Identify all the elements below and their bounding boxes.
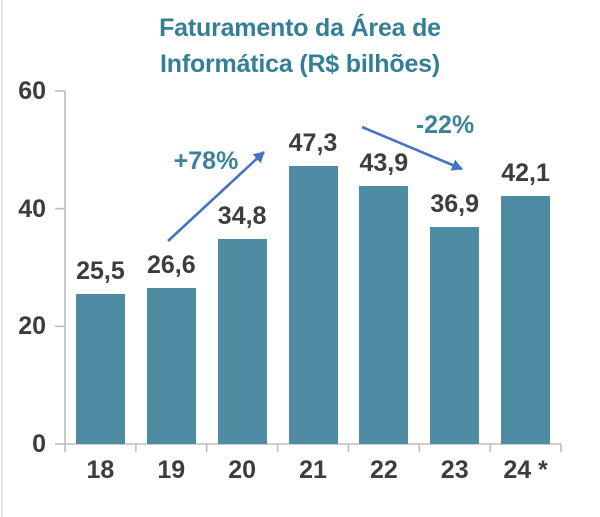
chart-bar [359,186,409,444]
x-axis-label: 21 [299,456,327,484]
y-axis-label: 20 [18,312,46,341]
bar-value-label: 26,6 [146,251,196,279]
chart-title: Faturamento da Área de Informática (R$ b… [0,10,600,82]
chart-bar [146,288,196,444]
x-axis-label: 20 [228,456,257,484]
x-axis-label: 22 [369,456,398,484]
y-axis-label: 40 [18,194,46,223]
increase-annotation: +78% [173,147,239,175]
y-axis-label: 0 [32,430,46,458]
bar-value-label: 36,9 [430,190,480,218]
bar-value-label: 25,5 [76,257,125,285]
left-edge-line [1,0,3,517]
chart-bar [430,227,480,444]
chart-bar [288,166,338,444]
x-axis-label: 19 [157,456,186,484]
chart-bar [75,294,125,444]
x-axis-label: 24 * [503,456,548,484]
bar-value-label: 42,1 [501,159,550,187]
chart-bar [501,196,551,444]
bar-value-label: 34,8 [217,202,267,230]
x-axis-label: 23 [440,456,469,484]
decrease-annotation: -22% [415,111,475,139]
bar-value-label: 43,9 [359,149,409,177]
chart-title-line1: Faturamento da Área de [159,14,441,42]
x-axis-label: 18 [86,456,115,484]
chart-title-line2: Informática (R$ bilhões) [160,50,440,78]
y-axis-label: 60 [18,77,46,105]
bar-value-label: 47,3 [288,129,338,157]
chart-bar [217,239,267,444]
